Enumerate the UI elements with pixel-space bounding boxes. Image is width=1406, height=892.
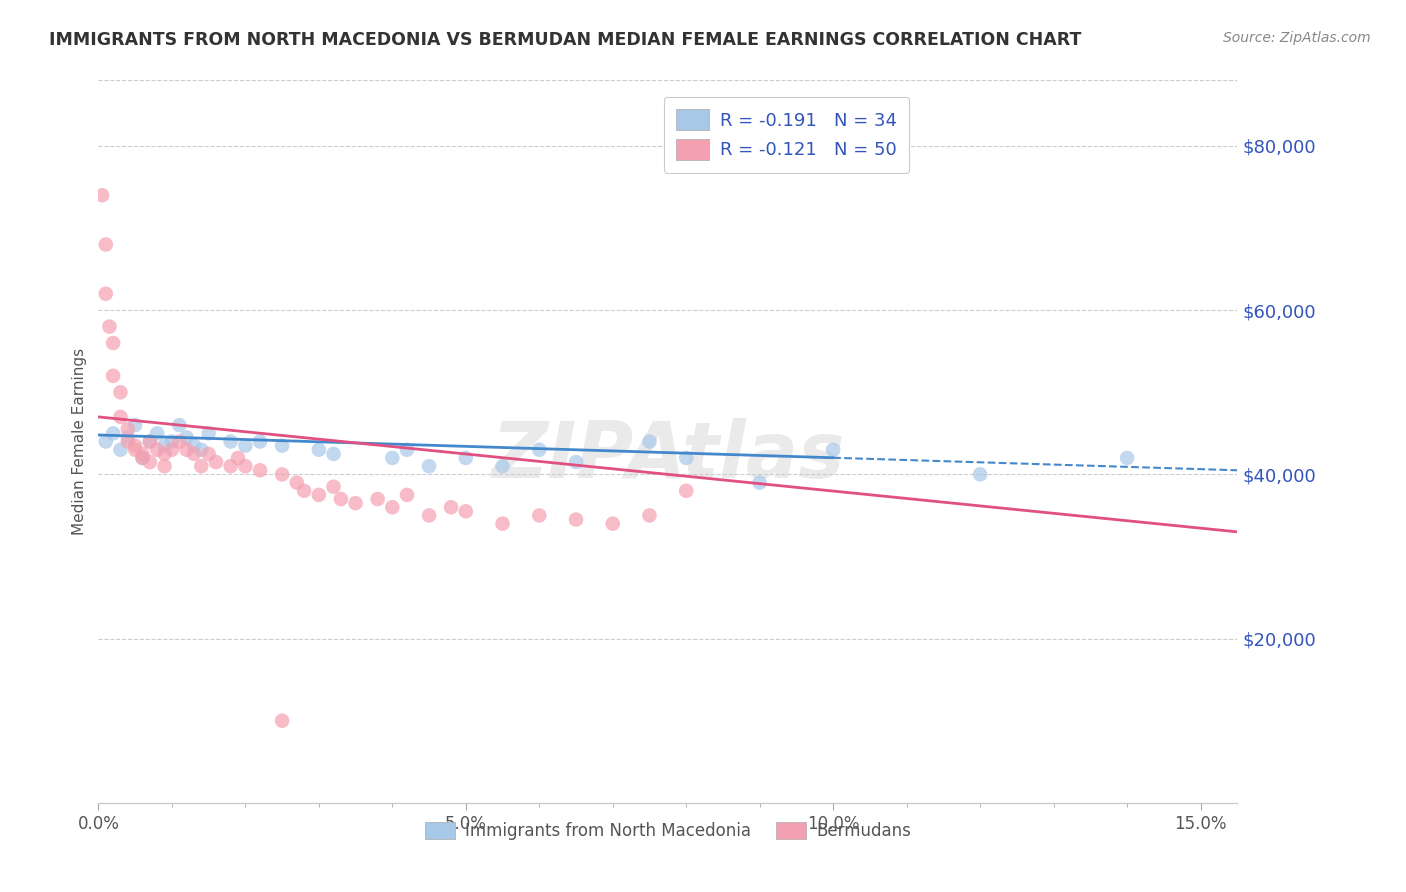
Point: [440, 500, 463, 515]
Point: [131, 450, 153, 465]
Point: [308, 488, 330, 502]
Y-axis label: Median Female Earnings: Median Female Earnings: [72, 348, 87, 535]
Point: [167, 434, 190, 449]
Point: [219, 459, 242, 474]
Point: [381, 500, 404, 515]
Text: Source: ZipAtlas.com: Source: ZipAtlas.com: [1223, 31, 1371, 45]
Point: [197, 426, 219, 441]
Point: [139, 455, 162, 469]
Point: [101, 336, 124, 351]
Point: [454, 450, 477, 465]
Point: [344, 496, 367, 510]
Point: [491, 459, 513, 474]
Point: [565, 512, 588, 526]
Point: [381, 450, 404, 465]
Point: [110, 409, 132, 424]
Point: [271, 467, 294, 482]
Point: [139, 434, 162, 449]
Point: [160, 442, 183, 457]
Point: [249, 463, 271, 477]
Point: [249, 434, 271, 449]
Point: [329, 491, 352, 506]
Point: [94, 237, 117, 252]
Point: [395, 488, 418, 502]
Point: [748, 475, 770, 490]
Point: [94, 286, 117, 301]
Point: [146, 442, 169, 457]
Point: [124, 442, 146, 457]
Point: [271, 439, 294, 453]
Point: [190, 459, 212, 474]
Point: [160, 434, 183, 449]
Point: [131, 450, 153, 465]
Point: [139, 434, 162, 449]
Point: [285, 475, 308, 490]
Point: [98, 319, 121, 334]
Point: [153, 439, 176, 453]
Legend: Immigrants from North Macedonia, Bermudans: Immigrants from North Macedonia, Bermuda…: [416, 814, 920, 848]
Point: [675, 450, 697, 465]
Point: [418, 459, 440, 474]
Point: [117, 434, 139, 449]
Point: [101, 368, 124, 383]
Point: [602, 516, 624, 531]
Point: [183, 439, 205, 453]
Point: [454, 504, 477, 518]
Point: [638, 434, 661, 449]
Point: [131, 447, 153, 461]
Point: [271, 714, 294, 728]
Text: ZIPAtlas: ZIPAtlas: [491, 418, 845, 494]
Point: [153, 447, 176, 461]
Point: [94, 434, 117, 449]
Point: [292, 483, 315, 498]
Point: [197, 447, 219, 461]
Point: [565, 455, 588, 469]
Point: [219, 434, 242, 449]
Point: [153, 459, 176, 474]
Point: [190, 442, 212, 457]
Point: [235, 459, 257, 474]
Point: [529, 442, 551, 457]
Point: [176, 430, 198, 444]
Point: [146, 426, 169, 441]
Point: [167, 418, 190, 433]
Point: [117, 422, 139, 436]
Point: [1116, 450, 1139, 465]
Point: [322, 480, 344, 494]
Point: [183, 447, 205, 461]
Point: [529, 508, 551, 523]
Point: [226, 450, 249, 465]
Text: IMMIGRANTS FROM NORTH MACEDONIA VS BERMUDAN MEDIAN FEMALE EARNINGS CORRELATION C: IMMIGRANTS FROM NORTH MACEDONIA VS BERMU…: [49, 31, 1081, 49]
Point: [91, 188, 114, 202]
Point: [322, 447, 344, 461]
Point: [675, 483, 697, 498]
Point: [124, 439, 146, 453]
Point: [395, 442, 418, 457]
Point: [205, 455, 228, 469]
Point: [110, 385, 132, 400]
Point: [308, 442, 330, 457]
Point: [969, 467, 991, 482]
Point: [110, 442, 132, 457]
Point: [823, 442, 845, 457]
Point: [235, 439, 257, 453]
Point: [418, 508, 440, 523]
Point: [101, 426, 124, 441]
Point: [176, 442, 198, 457]
Point: [367, 491, 389, 506]
Point: [124, 418, 146, 433]
Point: [638, 508, 661, 523]
Point: [491, 516, 513, 531]
Point: [117, 430, 139, 444]
